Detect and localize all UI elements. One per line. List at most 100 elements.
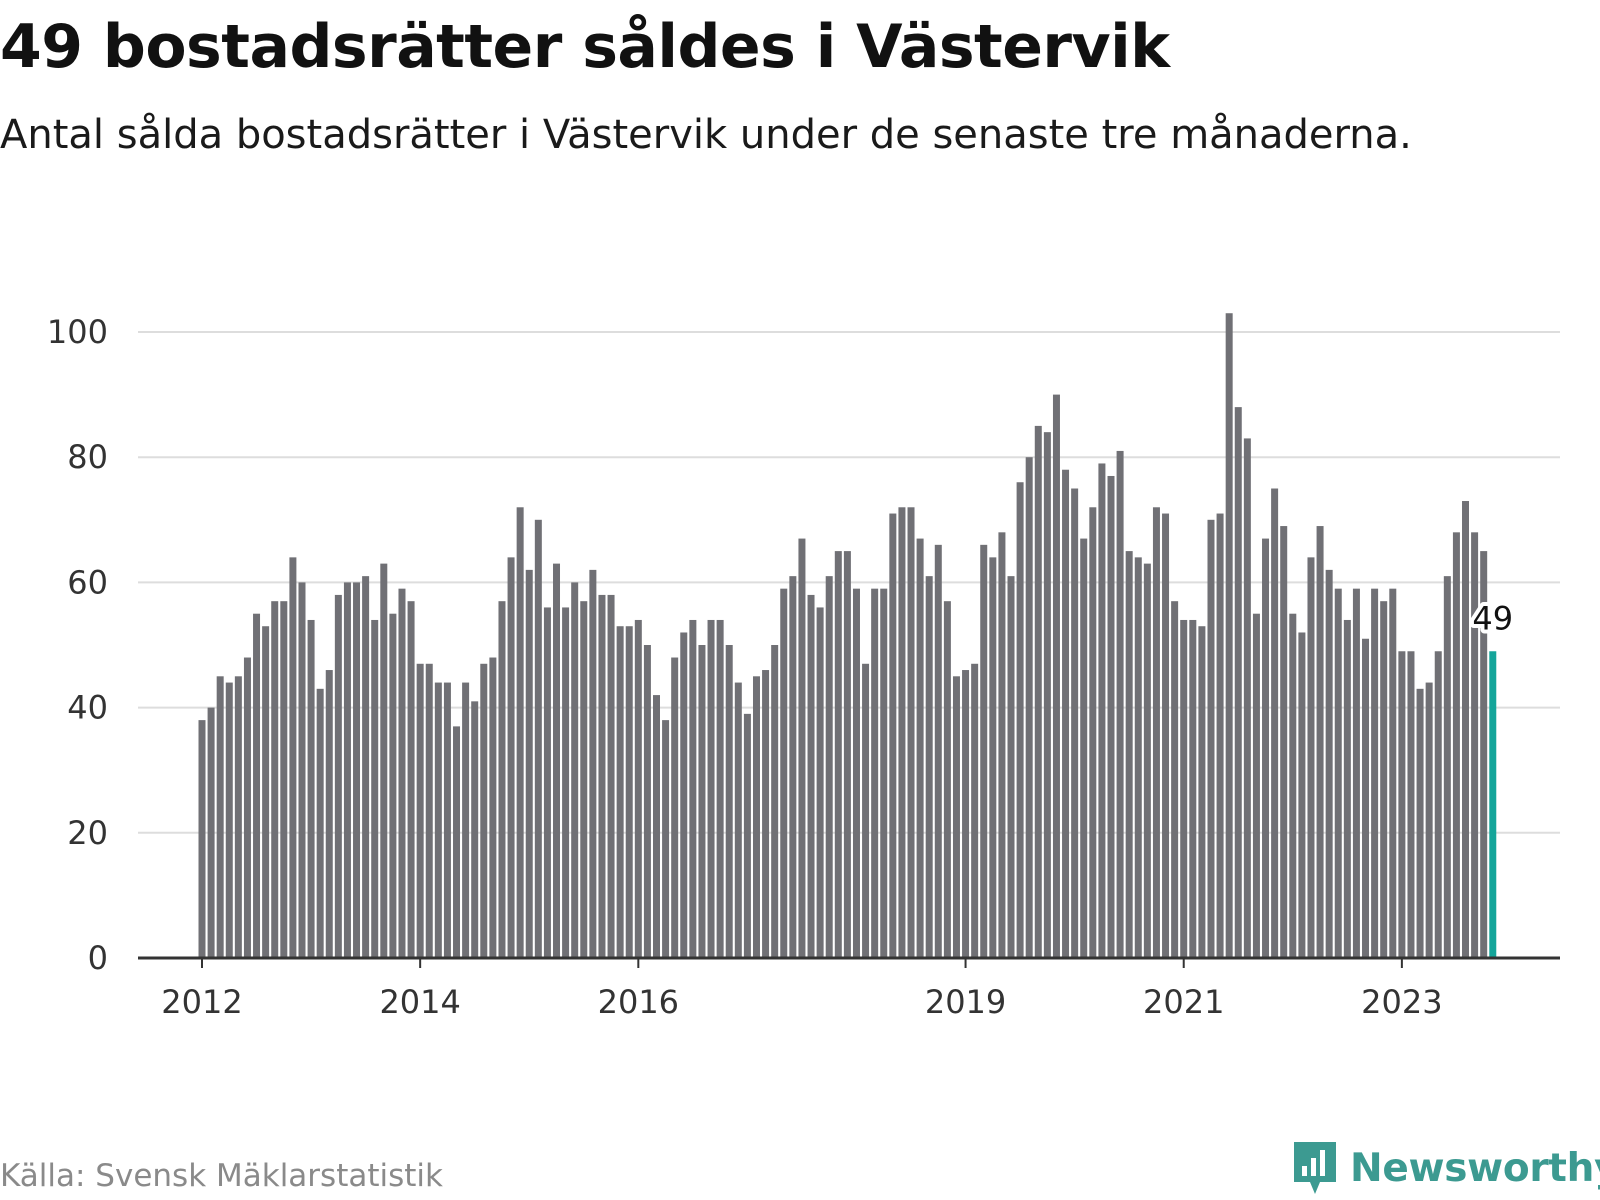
bar — [471, 701, 479, 958]
bar — [289, 557, 297, 958]
bar — [262, 626, 270, 958]
bar — [443, 682, 451, 958]
bar — [307, 619, 315, 958]
x-tick-label: 2023 — [1361, 983, 1442, 1021]
bar — [1380, 601, 1388, 958]
bar — [1052, 394, 1060, 959]
x-tick-label: 2019 — [925, 983, 1006, 1021]
bar — [1189, 619, 1197, 958]
bar — [1071, 488, 1079, 958]
bar — [989, 557, 997, 958]
x-tick-label: 2016 — [598, 983, 679, 1021]
bar — [1225, 313, 1233, 959]
bar — [1371, 588, 1379, 958]
bar — [707, 619, 715, 958]
bar — [362, 576, 370, 958]
y-tick-label: 40 — [67, 689, 108, 727]
bar — [1316, 526, 1324, 958]
bar — [625, 626, 633, 958]
bar — [1062, 469, 1070, 958]
bar — [1352, 588, 1360, 958]
bar — [934, 544, 942, 958]
bar — [1171, 601, 1179, 958]
bar — [298, 582, 306, 958]
bar — [343, 582, 351, 958]
bar — [880, 588, 888, 958]
bar — [1271, 488, 1279, 958]
bar-chart: 0 20 40 60 80 100 2012 2014 2016 2019 2021 2023 49 — [47, 313, 1560, 1021]
bar — [680, 632, 688, 958]
bar — [980, 544, 988, 958]
bar — [1443, 576, 1451, 958]
y-tick-label: 60 — [67, 563, 108, 601]
bar — [734, 682, 742, 958]
bar — [1116, 450, 1124, 958]
bar — [1289, 613, 1297, 958]
newsworthy-logo-icon — [1294, 1142, 1336, 1194]
bar — [243, 657, 251, 958]
bar — [1080, 538, 1088, 958]
bar — [580, 601, 588, 958]
bar — [1243, 438, 1251, 958]
x-tick-label: 2021 — [1143, 983, 1224, 1021]
bar — [1007, 576, 1015, 958]
bar — [762, 670, 770, 958]
bar — [862, 663, 870, 958]
bar — [1207, 519, 1215, 958]
bar — [671, 657, 679, 958]
bar — [1152, 507, 1160, 958]
bar — [1471, 532, 1479, 958]
y-tick-label: 0 — [88, 939, 108, 977]
bar — [1343, 619, 1351, 958]
bar — [889, 513, 897, 958]
bar — [780, 588, 788, 958]
bar — [898, 507, 906, 958]
bar — [1143, 563, 1151, 958]
bar — [653, 695, 660, 958]
bar — [843, 551, 851, 958]
bar — [225, 682, 233, 958]
bar — [1398, 651, 1406, 958]
bar — [1025, 457, 1033, 958]
chart-subtitle: Antal sålda bostadsrätter i Västervik un… — [0, 112, 1412, 158]
bar — [916, 538, 924, 958]
bar — [1262, 538, 1270, 958]
bar — [498, 601, 506, 958]
bar — [1198, 626, 1206, 958]
y-tick-label: 80 — [67, 438, 108, 476]
bar — [771, 645, 779, 958]
bar — [1162, 513, 1170, 958]
bar — [1043, 432, 1051, 958]
bar — [453, 726, 461, 958]
bar — [1334, 588, 1342, 958]
bar — [462, 682, 470, 958]
bar — [816, 607, 824, 958]
bar — [1125, 551, 1133, 958]
bar — [216, 676, 224, 958]
bar — [525, 569, 533, 958]
bar — [725, 645, 733, 958]
bar — [743, 713, 751, 958]
bar — [634, 619, 642, 958]
bar — [1107, 475, 1115, 958]
bar — [1134, 557, 1142, 958]
brand-logo[interactable]: Newsworthy — [1290, 1138, 1600, 1198]
bar — [998, 532, 1006, 958]
bar — [334, 594, 342, 958]
bar — [616, 626, 624, 958]
bar — [1098, 463, 1106, 958]
bar — [1425, 682, 1433, 958]
bar — [807, 594, 815, 958]
bar — [1034, 425, 1042, 958]
y-tick-label: 100 — [47, 313, 108, 351]
bar — [371, 619, 379, 958]
bar — [280, 601, 288, 958]
bar — [425, 663, 433, 958]
bar — [1234, 407, 1242, 958]
bar — [234, 676, 242, 958]
bar — [253, 613, 261, 958]
bar — [798, 538, 806, 958]
bar — [871, 588, 879, 958]
bar — [825, 576, 833, 958]
bar — [380, 563, 388, 958]
